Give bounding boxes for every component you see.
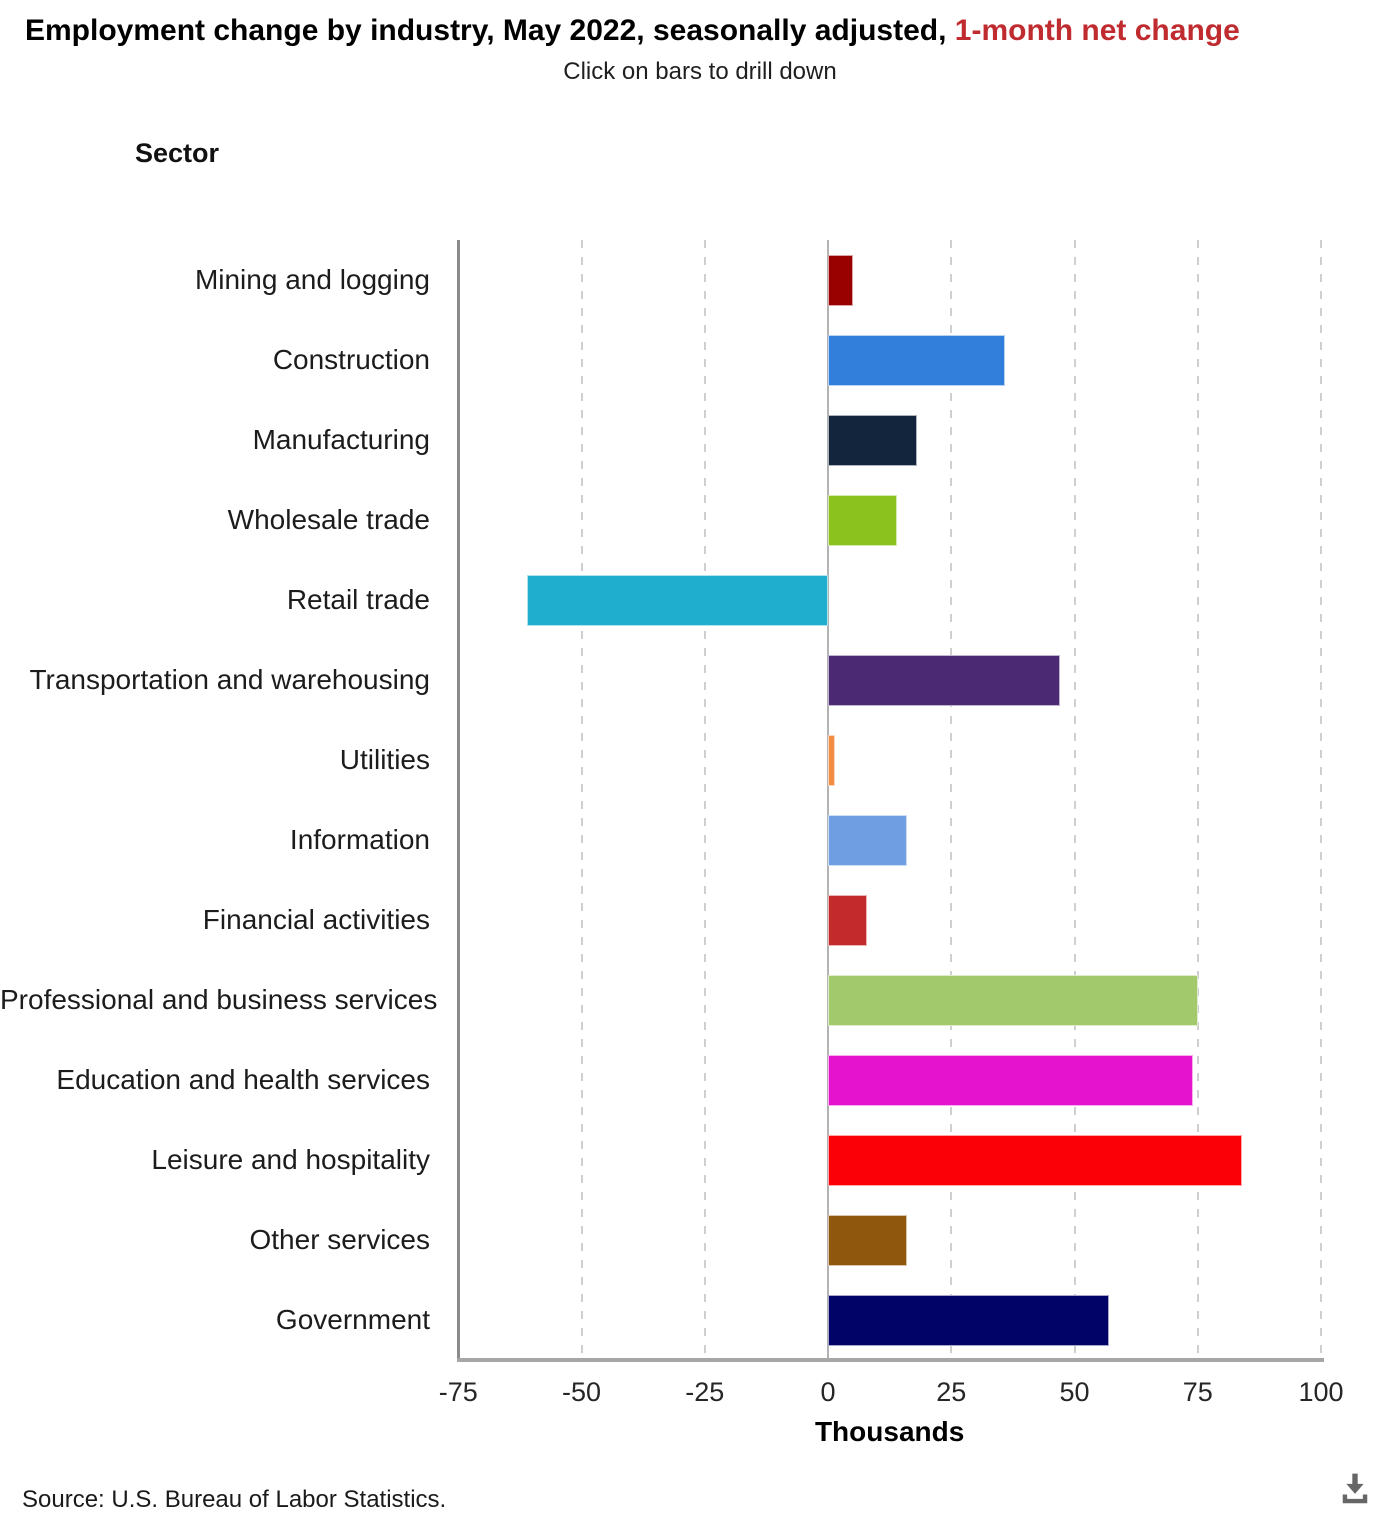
x-tick-label: -25: [685, 1377, 725, 1407]
bar-information[interactable]: [828, 814, 907, 866]
bar-financial-activities[interactable]: [828, 894, 868, 946]
category-label-other-services: Other services: [249, 1224, 431, 1255]
category-label-professional-and-business-services: Professional and business services: [0, 984, 438, 1015]
x-tick-label: -75: [438, 1377, 478, 1407]
category-label-construction: Construction: [272, 344, 430, 375]
bar-leisure-and-hospitality[interactable]: [828, 1134, 1243, 1186]
x-tick-label: 25: [936, 1377, 967, 1407]
bar-professional-and-business-services[interactable]: [828, 974, 1198, 1026]
category-label-transportation-and-warehousing: Transportation and warehousing: [29, 664, 430, 695]
category-label-utilities: Utilities: [339, 744, 430, 775]
bar-education-and-health-services[interactable]: [828, 1054, 1193, 1106]
vertical-gridline: [1196, 240, 1199, 1360]
category-label-financial-activities: Financial activities: [202, 904, 430, 935]
x-tick-label: 100: [1298, 1377, 1344, 1407]
vertical-gridline: [1320, 240, 1322, 1360]
x-tick-label: 50: [1059, 1377, 1090, 1407]
x-axis-title-thousands: Thousands: [814, 1416, 965, 1447]
bar-construction[interactable]: [828, 334, 1006, 386]
bar-government[interactable]: [828, 1294, 1109, 1346]
vertical-gridline: [703, 240, 706, 1360]
y-axis-title-sector: Sector: [135, 138, 220, 168]
bar-manufacturing[interactable]: [828, 414, 917, 466]
vertical-gridline: [950, 240, 953, 1360]
bar-transportation-and-warehousing[interactable]: [828, 654, 1060, 706]
x-tick-label: 75: [1182, 1377, 1213, 1407]
chart-subtitle: Click on bars to drill down: [563, 58, 837, 85]
category-label-manufacturing: Manufacturing: [252, 424, 430, 455]
download-icon: [1332, 1464, 1378, 1510]
category-label-mining-and-logging: Mining and logging: [194, 264, 430, 295]
category-label-wholesale-trade: Wholesale trade: [227, 504, 430, 535]
category-label-leisure-and-hospitality: Leisure and hospitality: [151, 1144, 430, 1175]
bar-other-services[interactable]: [828, 1214, 907, 1266]
page-title-highlight: 1-month net change: [954, 14, 1240, 47]
x-tick-label: 0: [820, 1377, 836, 1407]
page-title: Employment change by industry, May 2022,…: [25, 14, 1365, 48]
bar-utilities[interactable]: [828, 734, 836, 786]
category-label-retail-trade: Retail trade: [286, 584, 430, 615]
category-label-education-and-health-services: Education and health services: [56, 1064, 430, 1095]
category-label-information: Information: [289, 824, 430, 855]
source-text: Source: U.S. Bureau of Labor Statistics.: [22, 1486, 447, 1513]
vertical-gridline: [1073, 240, 1076, 1360]
bar-wholesale-trade[interactable]: [828, 494, 898, 546]
download-button[interactable]: [1330, 1462, 1380, 1512]
zero-gridline: [827, 240, 829, 1360]
y-axis-line: [457, 240, 461, 1360]
vertical-gridline: [580, 240, 583, 1360]
bar-mining-and-logging[interactable]: [828, 254, 853, 306]
x-axis-line: [457, 1358, 1324, 1362]
bar-retail-trade[interactable]: [527, 574, 828, 626]
page-title-main: Employment change by industry, May 2022,…: [25, 14, 955, 47]
category-label-government: Government: [275, 1304, 430, 1335]
x-tick-label: -50: [561, 1377, 602, 1407]
